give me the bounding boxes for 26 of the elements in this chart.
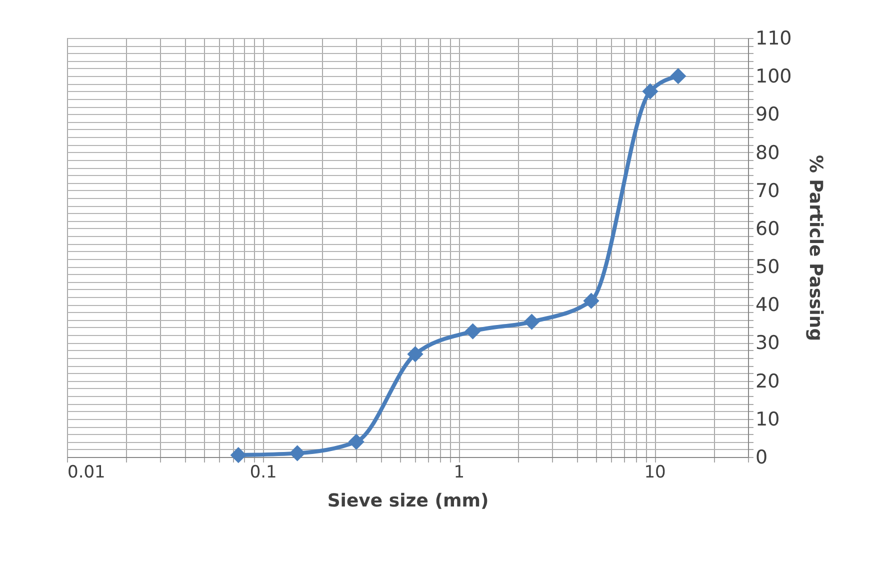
x-axis-title: Sieve size (mm)	[327, 490, 489, 512]
point	[230, 447, 246, 464]
y-tick-label: 30	[756, 332, 780, 354]
y-tick-label: 110	[756, 28, 792, 50]
y-tick-label: 100	[756, 66, 792, 88]
y-tick-label: 40	[756, 294, 780, 316]
y-tick-label: 50	[756, 256, 780, 278]
point	[289, 445, 306, 462]
point	[464, 323, 481, 340]
y-tick-label: 90	[756, 104, 780, 126]
y-tick-label: 10	[756, 408, 780, 430]
point	[583, 292, 600, 309]
y-tick-label: 20	[756, 370, 780, 392]
x-tick-label: 0.01	[68, 462, 106, 482]
point	[642, 83, 658, 100]
x-tick-label: 1	[454, 462, 465, 482]
y-tick-label: 0	[756, 446, 768, 468]
point	[524, 314, 540, 330]
point	[407, 346, 424, 362]
y-tick-label: 80	[756, 142, 780, 164]
y-axis-title: % Particle Passing	[804, 154, 826, 342]
x-tick-label: 10	[644, 462, 666, 482]
point	[348, 434, 364, 450]
x-tick-label: 0.1	[250, 462, 277, 482]
y-tick-label: 70	[756, 180, 780, 202]
y-tick-label: 60	[756, 218, 780, 240]
